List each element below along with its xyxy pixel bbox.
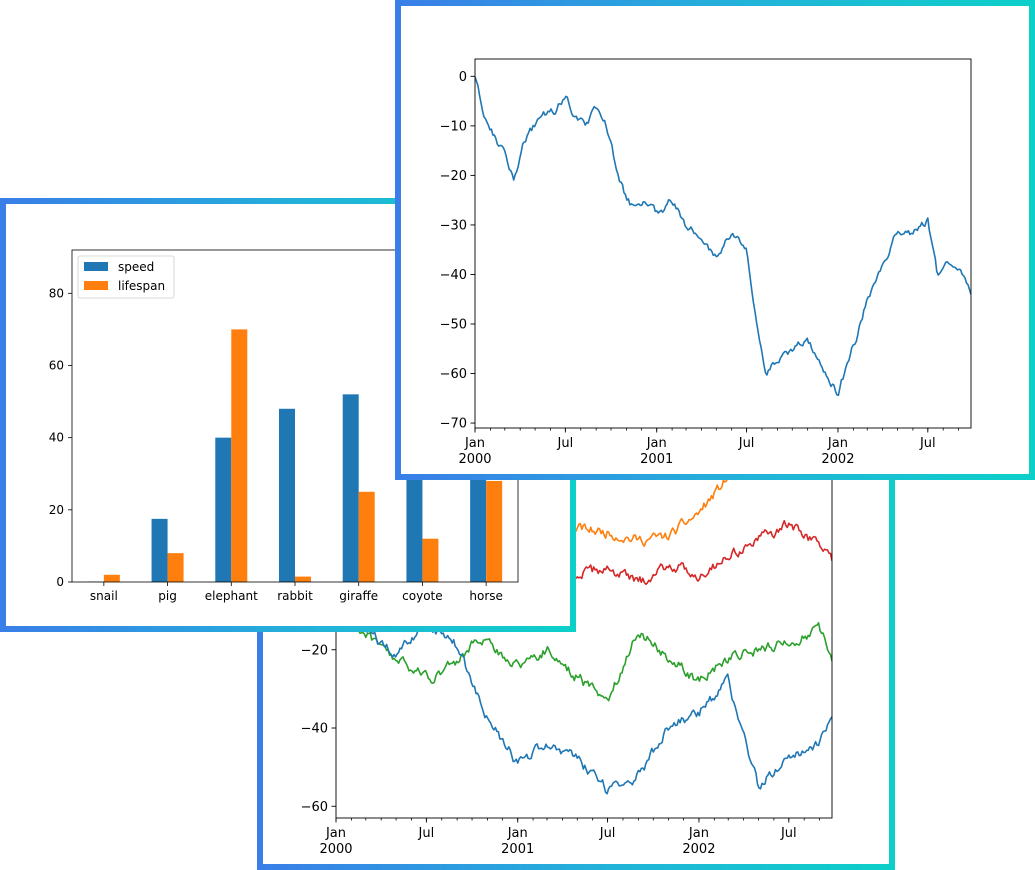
multi-x-tick-year: 2000 xyxy=(319,842,352,857)
bar-y-tick-label: 80 xyxy=(49,286,64,300)
multi-x-tick-label: Jul xyxy=(780,826,797,841)
multi-y-tick-label: −40 xyxy=(301,722,328,737)
bar-category-label: horse xyxy=(469,589,503,603)
single-x-tick-label: Jul xyxy=(919,436,936,451)
single-plot-frame xyxy=(474,58,972,429)
multi-y-tick-label: −60 xyxy=(301,800,328,815)
legend-swatch-lifespan xyxy=(84,281,108,290)
single-series-line-0 xyxy=(475,76,971,397)
multi-series-line-3 xyxy=(336,591,832,795)
bar-lifespan xyxy=(358,491,375,582)
single-x-tick-label: Jan xyxy=(827,436,848,451)
bar-y-tick-label: 20 xyxy=(49,503,64,517)
multi-x-tick-year: 2001 xyxy=(501,842,534,857)
bar-category-label: snail xyxy=(90,589,118,603)
bar-category-label: pig xyxy=(158,589,177,603)
single-line-chart-card: Jan 2000 Jul Jan 2001 Jul Jan 2002 Jul 0 −10 −20 −30… xyxy=(395,0,1035,480)
multi-series-line-2 xyxy=(336,608,832,702)
single-x-tick-label: Jan xyxy=(464,436,485,451)
multi-x-tick-label: Jan xyxy=(325,826,346,841)
single-y-tick-label: −50 xyxy=(440,317,467,332)
bar-speed xyxy=(215,437,232,582)
bar-lifespan xyxy=(167,553,184,582)
single-y-tick-label: −70 xyxy=(440,417,467,432)
single-x-tick-label: Jul xyxy=(738,436,755,451)
legend-label-speed: speed xyxy=(118,260,154,274)
bar-category-label: giraffe xyxy=(339,589,378,603)
legend-swatch-speed xyxy=(84,262,108,271)
bar-y-tick-label: 40 xyxy=(49,431,64,445)
multi-x-tick-label: Jan xyxy=(688,826,709,841)
multi-x-tick-year: 2002 xyxy=(682,842,715,857)
multi-y-tick-label: −20 xyxy=(301,643,328,658)
legend-label-lifespan: lifespan xyxy=(118,279,165,293)
bar-lifespan xyxy=(295,576,311,582)
bar-category-label: coyote xyxy=(402,589,442,603)
single-y-tick-label: 0 xyxy=(459,70,467,85)
single-y-tick-label: −40 xyxy=(440,268,467,283)
single-x-tick-label: Jul xyxy=(557,436,574,451)
bar-speed xyxy=(151,518,168,582)
single-y-tick-label: −20 xyxy=(440,169,467,184)
single-series-group xyxy=(475,76,971,397)
bar-category-label: elephant xyxy=(205,589,258,603)
bar-y-tick-label: 60 xyxy=(49,358,64,372)
multi-x-tick-label: Jul xyxy=(599,826,616,841)
bar-lifespan xyxy=(486,480,503,582)
multi-x-tick-label: Jul xyxy=(418,826,435,841)
bar-y-tick-label: 0 xyxy=(56,575,64,589)
bar-legend: speed lifespan xyxy=(77,255,175,299)
single-x-tick-label: Jan xyxy=(646,436,667,451)
single-y-tick-label: −30 xyxy=(440,218,467,233)
multi-x-tick-label: Jan xyxy=(507,826,528,841)
bar-lifespan xyxy=(422,538,439,582)
bar-lifespan xyxy=(231,329,248,582)
single-y-tick-label: −60 xyxy=(440,367,467,382)
bar-speed xyxy=(342,394,359,582)
single-x-tick-year: 2002 xyxy=(821,452,854,467)
single-x-tick-year: 2000 xyxy=(458,452,491,467)
single-x-tick-year: 2001 xyxy=(640,452,673,467)
bar-lifespan xyxy=(103,574,120,582)
bar-speed xyxy=(279,408,295,582)
bar-category-label: rabbit xyxy=(277,589,313,603)
single-y-tick-label: −10 xyxy=(440,119,467,134)
